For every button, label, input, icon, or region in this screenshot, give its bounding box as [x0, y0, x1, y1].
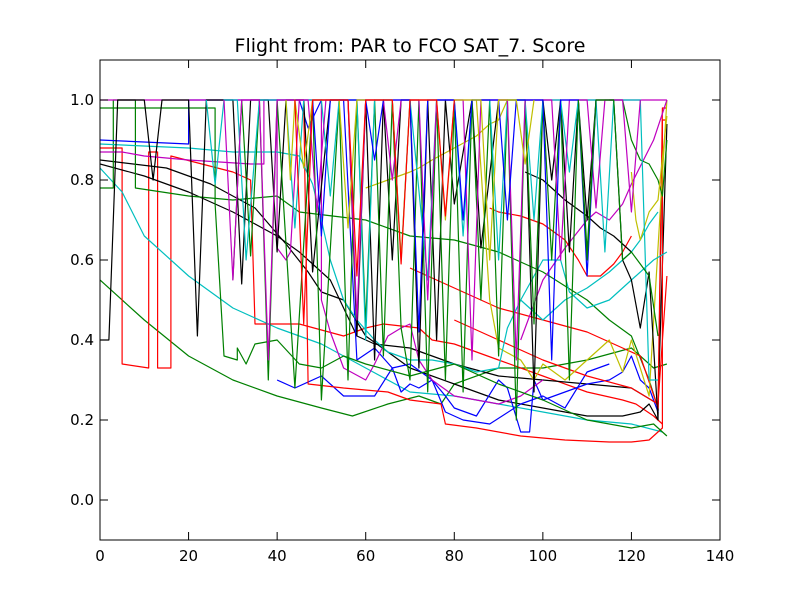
series-line-21 — [609, 99, 668, 197]
x-tick-label: 80 — [445, 547, 464, 565]
series-line-16 — [100, 107, 668, 437]
series-line-31 — [577, 99, 659, 337]
series-line-8 — [276, 363, 610, 425]
chart-title: Flight from: PAR to FCO SAT_7. Score — [235, 35, 586, 57]
x-tick-label: 40 — [268, 547, 287, 565]
x-tick-label: 100 — [529, 547, 558, 565]
series-line-28 — [312, 99, 597, 361]
series-line-4 — [100, 127, 663, 421]
series-line-9 — [294, 99, 667, 443]
x-tick-label: 0 — [95, 547, 105, 565]
x-tick-label: 20 — [179, 547, 198, 565]
series-line-19 — [489, 207, 632, 277]
y-tick-label: 0.0 — [70, 491, 94, 509]
y-tick-label: 0.2 — [70, 411, 94, 429]
x-tick-label: 60 — [356, 547, 375, 565]
series-line-25 — [232, 99, 597, 421]
x-tick-label: 120 — [617, 547, 646, 565]
y-tick-label: 1.0 — [70, 91, 94, 109]
series-line-30 — [294, 99, 455, 325]
y-tick-label: 0.6 — [70, 251, 94, 269]
series-line-3 — [100, 167, 663, 433]
ticks-layer: 0 20 40 60 80 100 120 140 0.0 0.2 0.4 0.6 0.8 1.0 — [70, 60, 734, 565]
x-tick-label: 140 — [706, 547, 735, 565]
series-line-27 — [223, 99, 641, 361]
y-tick-label: 0.4 — [70, 331, 94, 349]
series-line-1 — [100, 279, 668, 417]
series-layer — [100, 99, 668, 443]
plot-area-frame — [99, 59, 721, 541]
series-line-10 — [409, 107, 667, 409]
y-tick-label: 0.8 — [70, 171, 94, 189]
